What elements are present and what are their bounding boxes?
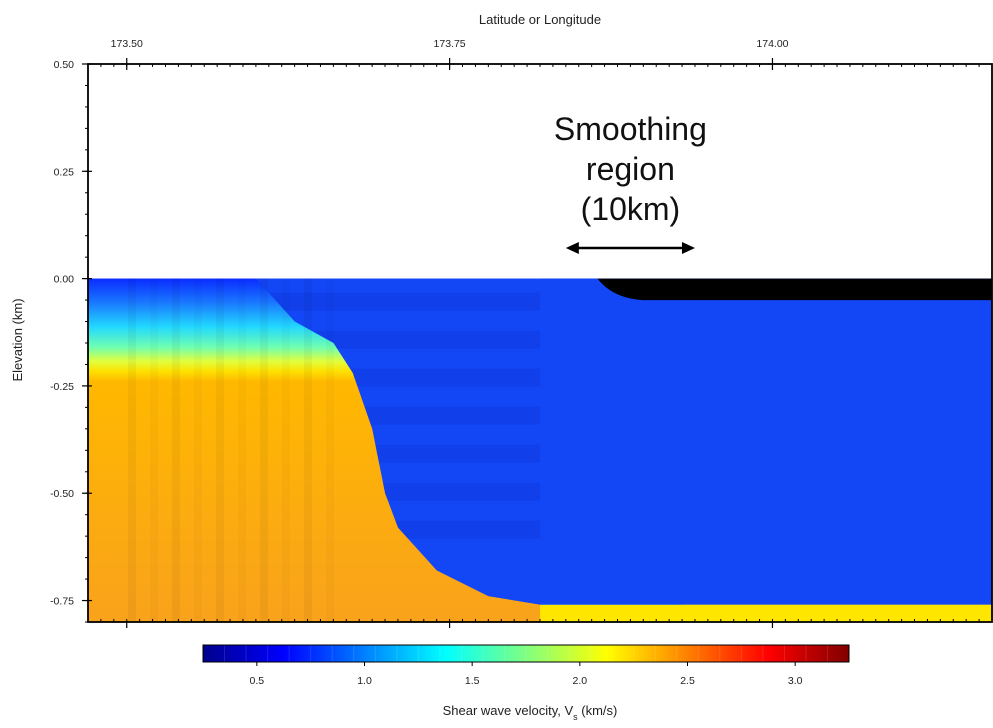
- y-tick-label: 0.50: [54, 59, 75, 71]
- y-axis-label: Elevation (km): [10, 298, 25, 381]
- east-deep-region: [540, 604, 992, 622]
- west-texture-band: [194, 279, 202, 622]
- colorbar-tick-label: 1.5: [465, 675, 480, 687]
- west-velocity-overlay: [88, 278, 540, 622]
- y-tick-label: -0.75: [50, 596, 74, 608]
- near-surface-layer: [597, 278, 992, 301]
- colorbar-label: Shear wave velocity, Vs (km/s): [443, 703, 618, 722]
- annotation-text-line: Smoothing: [554, 111, 707, 147]
- west-texture-band: [150, 279, 158, 622]
- velocity-field: [88, 64, 992, 622]
- west-texture-band: [238, 279, 246, 622]
- y-tick-label: 0.00: [54, 274, 75, 286]
- x-tick-label: 174.00: [756, 38, 788, 50]
- basin-sediment-region: [88, 278, 992, 605]
- smoothing-region-annotation: Smoothing region (10km): [554, 111, 707, 254]
- annotation-arrowhead-right: [681, 242, 695, 254]
- colorbar-tick-label: 2.0: [573, 675, 588, 687]
- colorbar-gradient: [203, 645, 849, 662]
- west-texture-band: [128, 278, 136, 622]
- annotation-arrowhead-left: [565, 242, 579, 254]
- west-texture-band: [216, 278, 224, 622]
- colorbar-frame: [202, 644, 850, 663]
- x-tick-label: 173.50: [111, 38, 143, 50]
- colorbar-tick-label: 2.5: [680, 675, 695, 687]
- colorbar-tick-label: 1.0: [357, 675, 372, 687]
- west-texture-band: [260, 278, 268, 622]
- west-texture-band: [304, 278, 312, 622]
- annotation-text-line: (10km): [581, 191, 681, 227]
- colorbar-tick-label: 0.5: [250, 675, 265, 687]
- x-tick-label: 173.75: [434, 38, 466, 50]
- colorbar-tick-label: 3.0: [788, 675, 803, 687]
- x-axis-ticks: 173.50 173.75 174.00: [87, 38, 993, 628]
- west-texture-band: [282, 279, 290, 622]
- y-axis-ticks: 0.50 0.25 0.00 -0.25 -0.50 -0.75: [50, 59, 92, 623]
- west-texture-band: [172, 278, 180, 622]
- west-texture-band: [326, 279, 334, 622]
- x-axis-label: Latitude or Longitude: [479, 12, 601, 27]
- air-region: [88, 64, 992, 279]
- y-tick-label: 0.25: [54, 166, 75, 178]
- annotation-text-line: region: [586, 151, 675, 187]
- colorbar: 0.5 1.0 1.5 2.0 2.5 3.0: [202, 644, 850, 687]
- basin-layer-band: [255, 292, 540, 311]
- y-tick-label: -0.25: [50, 381, 74, 393]
- y-tick-label: -0.50: [50, 488, 74, 500]
